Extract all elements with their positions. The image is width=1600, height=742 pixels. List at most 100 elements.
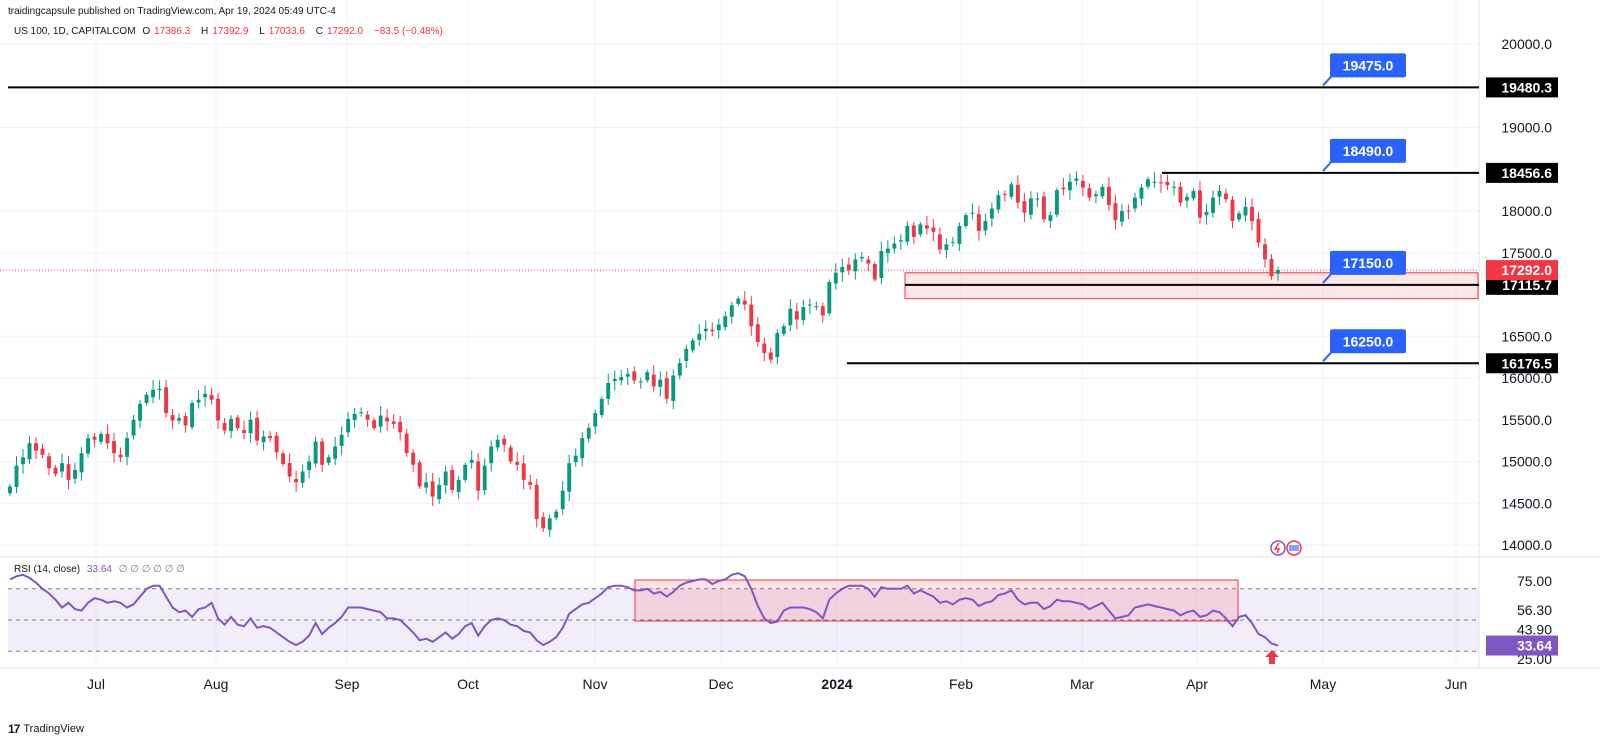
- candle-body: [196, 399, 201, 403]
- candle-body: [1015, 184, 1020, 203]
- level-price-box: [1486, 77, 1558, 98]
- candle-body: [684, 348, 689, 361]
- rsi-legend[interactable]: RSI (14, close) 33.64 ∅ ∅ ∅ ∅ ∅ ∅: [14, 564, 189, 575]
- candle-body: [1217, 190, 1222, 197]
- candle-body: [300, 471, 305, 483]
- candle-body: [632, 371, 637, 381]
- candle-body: [14, 465, 19, 488]
- candle-body: [346, 418, 351, 433]
- candle-body: [1269, 258, 1274, 277]
- time-tick: Apr: [1186, 676, 1208, 692]
- candle-body: [424, 482, 429, 488]
- rsi-extra: ∅ ∅ ∅ ∅ ∅ ∅: [118, 564, 185, 575]
- candle-body: [287, 463, 292, 477]
- candle-body: [937, 234, 942, 250]
- candle-body: [229, 418, 234, 432]
- candle-body: [1256, 219, 1261, 243]
- high-value: H 17392.9: [201, 26, 249, 37]
- candle-body: [1048, 215, 1053, 221]
- candle-body: [190, 403, 195, 428]
- time-axis[interactable]: Jul Aug Sep Oct Nov Dec 2024 Feb Mar Apr May Jun: [87, 676, 1467, 692]
- candle-body: [645, 372, 650, 381]
- candle-body: [502, 438, 507, 445]
- candle-body: [261, 436, 266, 443]
- candle-body: [385, 417, 390, 422]
- candle-body: [391, 421, 396, 424]
- candle-body: [723, 316, 728, 328]
- candle-body: [47, 456, 51, 469]
- candle-body: [1139, 187, 1144, 199]
- time-tick: May: [1310, 676, 1336, 692]
- time-tick: Nov: [583, 676, 608, 692]
- candle-body: [105, 433, 110, 444]
- candle-body: [950, 241, 955, 243]
- candle-body: [242, 430, 247, 434]
- candle-body: [1074, 178, 1079, 181]
- candle-body: [1080, 180, 1085, 188]
- callout-text: 19475.0: [1343, 57, 1394, 73]
- candlestick-series: [8, 171, 1280, 537]
- candle-body: [853, 259, 858, 272]
- candle-body: [736, 298, 741, 304]
- candle-body: [703, 328, 708, 332]
- candle-body: [976, 214, 981, 232]
- candle-body: [671, 375, 676, 401]
- candle-body: [463, 464, 468, 480]
- price-tick: 19000.0: [1501, 120, 1552, 136]
- tradingview-brand: TradingView: [23, 723, 84, 735]
- time-tick: Aug: [204, 676, 229, 692]
- callout-box: [1330, 53, 1406, 78]
- level-callout: 19475.0: [1322, 53, 1406, 87]
- tradingview-footer[interactable]: 17 TradingView: [8, 722, 84, 736]
- candle-body: [599, 398, 604, 416]
- candle-body: [1054, 190, 1059, 215]
- candle-body: [1263, 244, 1267, 260]
- candle-body: [807, 304, 812, 306]
- candle-body: [365, 414, 370, 420]
- candle-body: [515, 462, 520, 465]
- level-price-box: [1486, 353, 1558, 374]
- candle-body: [716, 324, 721, 331]
- level-callout: 18490.0: [1322, 138, 1406, 172]
- price-axis[interactable]: 20000.0 19000.0 18000.0 17500.0 16500.0 16000…: [1486, 36, 1558, 553]
- candle-body: [794, 311, 799, 320]
- candle-body: [742, 300, 747, 305]
- rsi-current-label: 33.64: [1486, 635, 1558, 656]
- candle-body: [814, 306, 819, 308]
- price-tick: 14000.0: [1501, 537, 1552, 553]
- level-callouts[interactable]: 19475.0 18490.0 17150.0 16250.0: [1322, 53, 1406, 362]
- candle-body: [320, 441, 325, 465]
- candle-body: [898, 240, 903, 242]
- horizontal-levels[interactable]: [8, 86, 1479, 365]
- candle-body: [638, 381, 643, 383]
- candle-body: [144, 394, 149, 403]
- level-callout: 16250.0: [1322, 329, 1406, 362]
- candle-body: [541, 517, 546, 529]
- rsi-current-text: 33.64: [1517, 638, 1552, 654]
- callout-text: 17150.0: [1343, 255, 1394, 271]
- candle-body: [1009, 184, 1014, 197]
- candle-body: [40, 448, 45, 455]
- time-tick: Jun: [1445, 676, 1468, 692]
- level-price-label: 19480.3: [1486, 77, 1558, 98]
- candle-body: [1152, 181, 1157, 183]
- candle-body: [833, 272, 838, 284]
- price-tick: 15500.0: [1501, 412, 1552, 428]
- candle-body: [1237, 213, 1241, 220]
- candle-body: [73, 469, 77, 479]
- candle-body: [157, 388, 162, 391]
- candle-body: [86, 438, 90, 454]
- publisher-line: traidingcapsule published on TradingView…: [8, 6, 336, 17]
- level-price-text: 17115.7: [1502, 277, 1552, 293]
- candle-body: [118, 454, 123, 458]
- candle-body: [164, 387, 169, 414]
- candle-body: [1204, 211, 1209, 216]
- candle-body: [450, 470, 455, 490]
- price-tick: 17500.0: [1501, 245, 1552, 261]
- candle-body: [99, 433, 103, 442]
- candle-body: [729, 305, 734, 317]
- candle-body: [788, 308, 793, 326]
- candle-body: [1185, 196, 1189, 201]
